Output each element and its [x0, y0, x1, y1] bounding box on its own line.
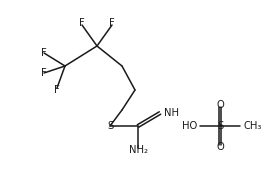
Text: CH₃: CH₃	[243, 121, 261, 131]
Text: HO: HO	[182, 121, 197, 131]
Text: F: F	[41, 48, 47, 58]
Text: NH₂: NH₂	[128, 145, 147, 155]
Text: NH: NH	[164, 108, 179, 118]
Text: F: F	[79, 18, 85, 28]
Text: F: F	[41, 68, 47, 78]
Text: O: O	[216, 142, 224, 152]
Text: F: F	[54, 85, 60, 95]
Text: F: F	[109, 18, 115, 28]
Text: S: S	[107, 121, 113, 131]
Text: S: S	[217, 121, 223, 131]
Text: O: O	[216, 100, 224, 110]
